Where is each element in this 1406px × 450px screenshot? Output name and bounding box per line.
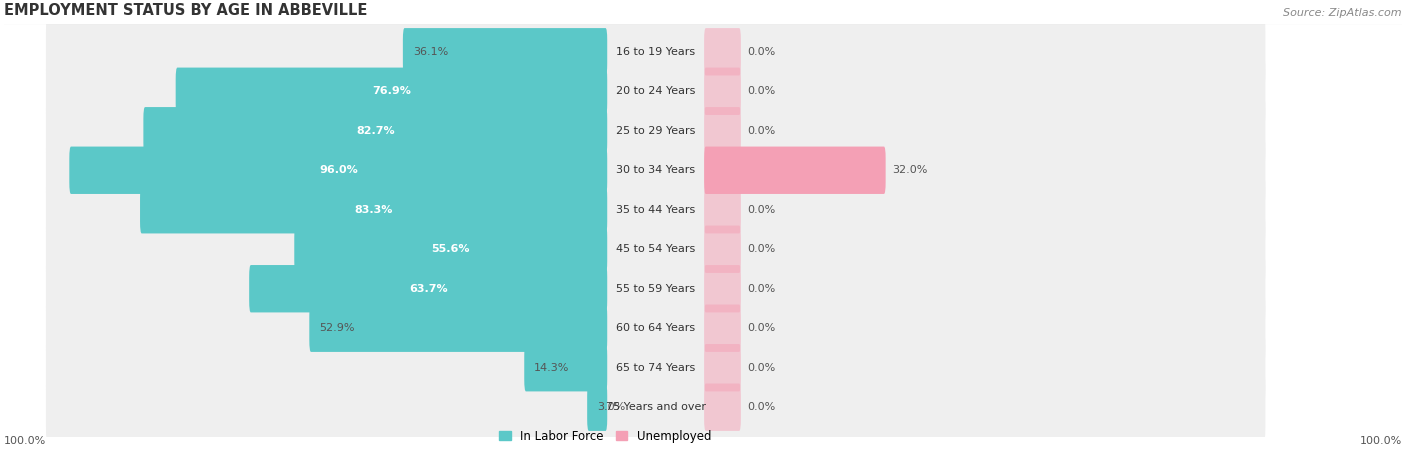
FancyBboxPatch shape (249, 265, 607, 312)
FancyBboxPatch shape (46, 131, 1265, 209)
FancyBboxPatch shape (524, 344, 607, 392)
Text: 0.0%: 0.0% (748, 284, 776, 294)
Text: 83.3%: 83.3% (354, 205, 392, 215)
FancyBboxPatch shape (704, 28, 741, 76)
Text: 82.7%: 82.7% (356, 126, 395, 136)
FancyBboxPatch shape (141, 186, 607, 234)
Text: 0.0%: 0.0% (748, 363, 776, 373)
FancyBboxPatch shape (46, 171, 1265, 248)
FancyBboxPatch shape (46, 329, 1265, 406)
Text: 100.0%: 100.0% (1360, 436, 1402, 446)
Text: 0.0%: 0.0% (748, 47, 776, 57)
Text: 76.9%: 76.9% (373, 86, 411, 96)
FancyBboxPatch shape (704, 265, 741, 312)
FancyBboxPatch shape (704, 107, 741, 154)
Text: EMPLOYMENT STATUS BY AGE IN ABBEVILLE: EMPLOYMENT STATUS BY AGE IN ABBEVILLE (4, 3, 367, 18)
Text: 3.0%: 3.0% (598, 402, 626, 412)
Text: 55 to 59 Years: 55 to 59 Years (616, 284, 695, 294)
Text: 14.3%: 14.3% (534, 363, 569, 373)
FancyBboxPatch shape (46, 92, 1265, 170)
Text: 0.0%: 0.0% (748, 323, 776, 333)
FancyBboxPatch shape (46, 211, 1265, 288)
Text: 20 to 24 Years: 20 to 24 Years (616, 86, 696, 96)
FancyBboxPatch shape (46, 289, 1265, 367)
FancyBboxPatch shape (46, 369, 1265, 446)
FancyBboxPatch shape (704, 186, 741, 234)
FancyBboxPatch shape (704, 383, 741, 431)
FancyBboxPatch shape (588, 383, 607, 431)
FancyBboxPatch shape (143, 107, 607, 154)
FancyBboxPatch shape (704, 344, 741, 392)
Text: 45 to 54 Years: 45 to 54 Years (616, 244, 696, 254)
Text: 63.7%: 63.7% (409, 284, 447, 294)
Text: Source: ZipAtlas.com: Source: ZipAtlas.com (1284, 8, 1402, 18)
FancyBboxPatch shape (294, 225, 607, 273)
FancyBboxPatch shape (46, 13, 1265, 90)
Text: 16 to 19 Years: 16 to 19 Years (616, 47, 695, 57)
FancyBboxPatch shape (309, 305, 607, 352)
FancyBboxPatch shape (704, 305, 741, 352)
FancyBboxPatch shape (704, 225, 741, 273)
Text: 25 to 29 Years: 25 to 29 Years (616, 126, 696, 136)
Text: 0.0%: 0.0% (748, 86, 776, 96)
Text: 52.9%: 52.9% (319, 323, 354, 333)
Text: 0.0%: 0.0% (748, 244, 776, 254)
Text: 75 Years and over: 75 Years and over (606, 402, 706, 412)
FancyBboxPatch shape (704, 68, 741, 115)
FancyBboxPatch shape (404, 28, 607, 76)
FancyBboxPatch shape (69, 147, 607, 194)
FancyBboxPatch shape (46, 250, 1265, 328)
Text: 30 to 34 Years: 30 to 34 Years (616, 165, 695, 175)
Text: 35 to 44 Years: 35 to 44 Years (616, 205, 696, 215)
Text: 100.0%: 100.0% (4, 436, 46, 446)
Text: 0.0%: 0.0% (748, 126, 776, 136)
Text: 55.6%: 55.6% (432, 244, 470, 254)
Text: 0.0%: 0.0% (748, 402, 776, 412)
Text: 65 to 74 Years: 65 to 74 Years (616, 363, 696, 373)
Text: 0.0%: 0.0% (748, 205, 776, 215)
Text: 60 to 64 Years: 60 to 64 Years (616, 323, 695, 333)
FancyBboxPatch shape (46, 53, 1265, 130)
Legend: In Labor Force, Unemployed: In Labor Force, Unemployed (495, 425, 716, 447)
Text: 36.1%: 36.1% (413, 47, 449, 57)
Text: 96.0%: 96.0% (319, 165, 357, 175)
Text: 32.0%: 32.0% (893, 165, 928, 175)
FancyBboxPatch shape (704, 147, 886, 194)
FancyBboxPatch shape (176, 68, 607, 115)
